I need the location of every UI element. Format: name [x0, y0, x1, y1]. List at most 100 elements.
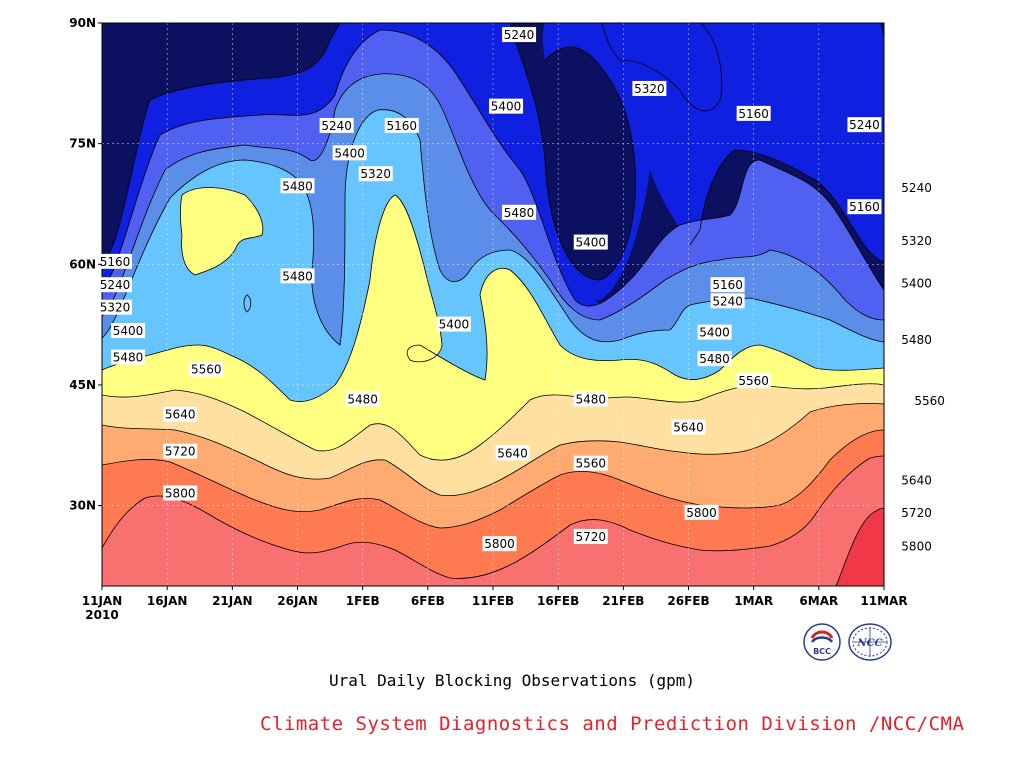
contour-label: 5640 — [163, 406, 198, 422]
contour-label-text: 5240 — [504, 28, 535, 42]
contour-lines — [102, 23, 884, 586]
contour-label-text: 5160 — [738, 107, 769, 121]
x-tick-label: 26FEB — [667, 594, 709, 608]
contour-label: 5480 — [111, 349, 146, 365]
contour-label-text: 5400 — [439, 318, 470, 332]
contour-label-text: 5480 — [901, 333, 932, 347]
contour-label-text: 5480 — [575, 392, 606, 406]
contour-label: 5640 — [495, 445, 530, 461]
y-tick-label: 60N — [69, 257, 96, 271]
contour-label: 5240 — [899, 179, 934, 195]
contour-label-bg — [163, 406, 198, 422]
contour-label: 5160 — [710, 277, 745, 293]
contour-label-text: 5400 — [699, 326, 730, 340]
contour-label-bg — [697, 351, 732, 367]
contour-label-bg — [573, 455, 608, 471]
contour-label-bg — [111, 349, 146, 365]
contour-label: 5160 — [736, 105, 771, 121]
ncc-logo: NCC — [848, 623, 892, 661]
contour-label-bg — [899, 179, 934, 195]
contour-label-text: 5320 — [901, 234, 932, 248]
contour-label-bg — [736, 372, 771, 388]
contour-label-bg — [319, 117, 354, 133]
contour-label-bg — [358, 166, 393, 182]
contour-label: 5320 — [358, 166, 393, 182]
y-tick-label: 90N — [69, 16, 96, 30]
contour-label: 5400 — [573, 234, 608, 250]
contour-label-text: 5480 — [282, 179, 313, 193]
y-tick-label: 45N — [69, 378, 96, 392]
contour-label: 5160 — [847, 199, 882, 215]
band-5160-5240-upper — [602, 23, 722, 111]
ncc-logo-text: NCC — [856, 638, 882, 649]
contour-label: 5400 — [436, 316, 471, 332]
contour-label: 5640 — [899, 472, 934, 488]
contour-label: 5240 — [502, 27, 537, 43]
contour-label-bg — [98, 253, 133, 269]
contour-label: 5480 — [573, 391, 608, 407]
y-tick-label: 30N — [69, 499, 96, 513]
contour-label-text: 5800 — [484, 537, 515, 551]
contour-label: 5400 — [899, 275, 934, 291]
contour-label-text: 5720 — [901, 506, 932, 520]
contour-label: 5560 — [736, 372, 771, 388]
contour-label-bg — [98, 277, 133, 293]
contour-label-text: 5800 — [165, 487, 196, 501]
contour-label-text: 5480 — [699, 352, 730, 366]
contour-label: 5480 — [280, 268, 315, 284]
contour-label-bg — [332, 145, 367, 161]
contour-label-text: 5240 — [100, 278, 131, 292]
x-year-label: 2010 — [85, 608, 118, 622]
contour-label-text: 5800 — [686, 506, 717, 520]
contour-label-bg — [573, 234, 608, 250]
bcc-logo: BCC — [803, 623, 841, 661]
contour-label-text: 5800 — [901, 540, 932, 554]
contour-label: 5320 — [98, 299, 133, 315]
contour-label-bg — [489, 98, 524, 114]
band-5480-5560-island — [180, 187, 263, 275]
x-tick-label: 16FEB — [537, 594, 579, 608]
contour-label-text: 5560 — [914, 394, 945, 408]
contour-label-bg — [345, 391, 380, 407]
contour-label-text: 5720 — [575, 530, 606, 544]
contour-label-text: 5560 — [738, 374, 769, 388]
band-above-5880 — [836, 508, 884, 586]
contour-label: 5800 — [684, 504, 719, 520]
contour-label-text: 5640 — [497, 446, 528, 460]
contour-label-bg — [502, 204, 537, 220]
contour-label-bg — [899, 331, 934, 347]
contour-label-bg — [98, 299, 133, 315]
contour-label-bg — [899, 232, 934, 248]
contour-label: 5320 — [632, 80, 667, 96]
grid-lines — [102, 23, 884, 586]
contour-label-bg — [482, 536, 517, 552]
contour-label-bg — [632, 80, 667, 96]
contour-label-text: 5160 — [712, 278, 743, 292]
x-tick-label: 11FEB — [472, 594, 514, 608]
contour-label-text: 5160 — [100, 255, 131, 269]
contour-label-text: 5240 — [712, 294, 743, 308]
contour-label-bg — [163, 485, 198, 501]
contour-label-text: 5400 — [901, 277, 932, 291]
contour-label: 5400 — [332, 145, 367, 161]
contour-label-text: 5160 — [386, 119, 417, 133]
contour-label-text: 5400 — [575, 236, 606, 250]
contour-label: 5800 — [482, 536, 517, 552]
contour-label: 5240 — [847, 117, 882, 133]
contour-label: 5160 — [384, 117, 419, 133]
contour-label: 5800 — [163, 485, 198, 501]
contour-label-text: 5720 — [165, 445, 196, 459]
contour-label: 5480 — [280, 178, 315, 194]
contour-label: 5320 — [899, 232, 934, 248]
band-5480-5560-small — [244, 295, 251, 312]
contour-label-bg — [280, 268, 315, 284]
contour-label-text: 5320 — [634, 82, 665, 96]
contour-label-bg — [912, 393, 947, 409]
contour-label-bg — [684, 504, 719, 520]
x-tick-label: 21JAN — [212, 594, 253, 608]
contour-label-bg — [899, 538, 934, 554]
x-axis: 11JAN 16JAN 21JAN 26JAN 1FEB 6FEB 11FEB 16FEB 21… — [82, 586, 908, 622]
contour-label-bg — [671, 419, 706, 435]
contour-label-bg — [847, 199, 882, 215]
